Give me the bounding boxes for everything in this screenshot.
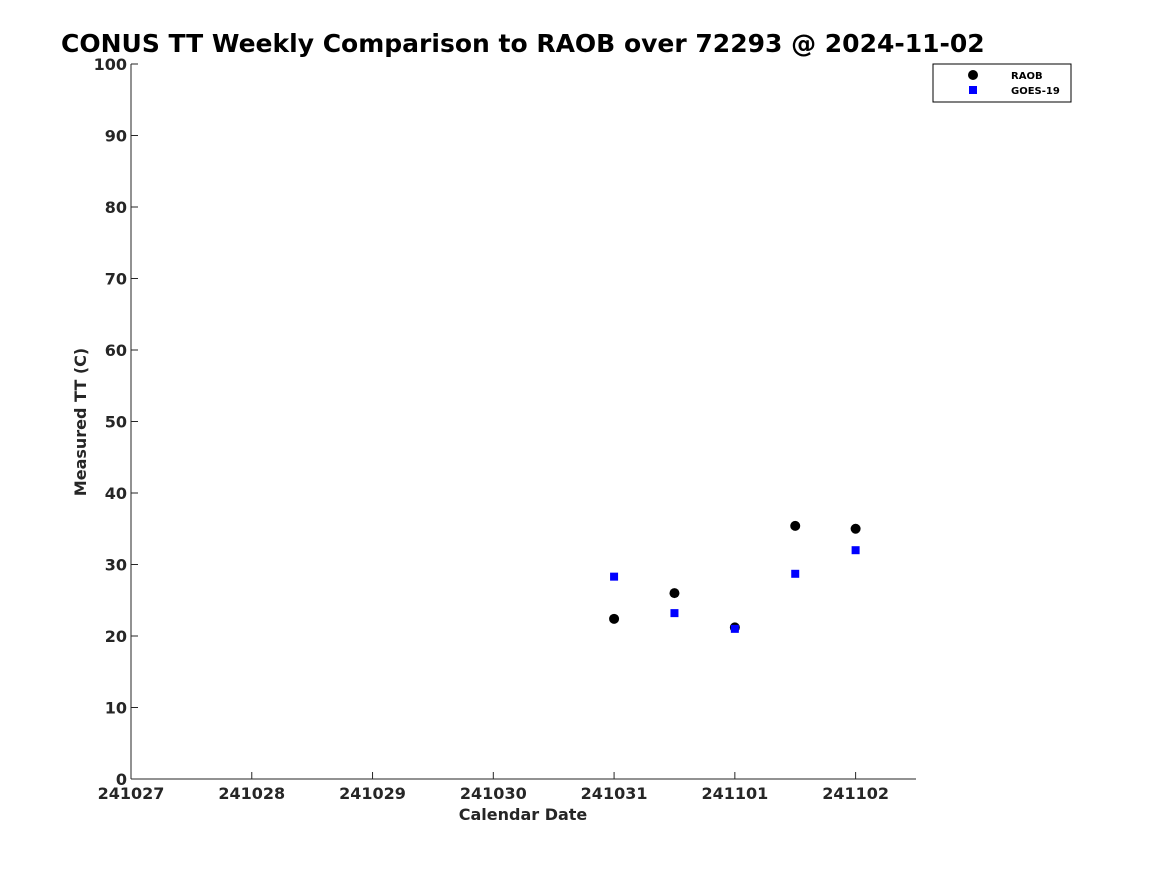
x-tick-label: 241027: [98, 784, 165, 803]
y-tick-label: 60: [105, 341, 127, 360]
goes-19-point: [791, 569, 800, 578]
x-tick-label: 241031: [581, 784, 648, 803]
raob-point: [850, 523, 861, 534]
legend-label-raob: RAOB: [1011, 71, 1043, 82]
y-tick-label: 70: [105, 270, 127, 289]
y-tick-label: 80: [105, 198, 127, 217]
axes: [130, 64, 916, 780]
raob-point: [790, 520, 801, 531]
y-tick-label: 100: [94, 55, 127, 74]
y-tick-label: 30: [105, 556, 127, 575]
x-tick-label: 241030: [460, 784, 527, 803]
goes-19-point: [730, 624, 739, 633]
goes-19-point: [851, 546, 860, 555]
y-tick-label: 0: [116, 770, 127, 789]
legend-marker-goes-19: [969, 86, 977, 94]
legend-box: [932, 63, 1072, 103]
legend: RAOB GOES-19: [932, 63, 1072, 103]
chart-title: CONUS TT Weekly Comparison to RAOB over …: [61, 29, 985, 58]
y-tick-label: 50: [105, 413, 127, 432]
x-axis-label: Calendar Date: [459, 805, 588, 824]
y-axis-label: Measured TT (C): [71, 348, 90, 496]
y-ticks: 0 10 20 30 40 50 60 70 80 90 100: [94, 55, 138, 789]
data-points: [609, 520, 861, 633]
raob-point: [609, 613, 620, 624]
raob-point: [669, 588, 680, 599]
goes-19-point: [610, 572, 619, 581]
x-ticks: 241027 241028 241029 241030 241031 241101 2411…: [98, 772, 889, 803]
y-tick-label: 40: [105, 484, 127, 503]
legend-label-goes-19: GOES-19: [1011, 86, 1060, 97]
y-tick-label: 90: [105, 127, 127, 146]
x-tick-label: 241028: [218, 784, 285, 803]
x-tick-label: 241101: [701, 784, 768, 803]
y-tick-label: 10: [105, 699, 127, 718]
x-tick-label: 241029: [339, 784, 406, 803]
x-tick-label: 241102: [822, 784, 889, 803]
y-tick-label: 20: [105, 627, 127, 646]
goes-19-point: [670, 609, 679, 618]
legend-marker-raob: [968, 70, 978, 80]
